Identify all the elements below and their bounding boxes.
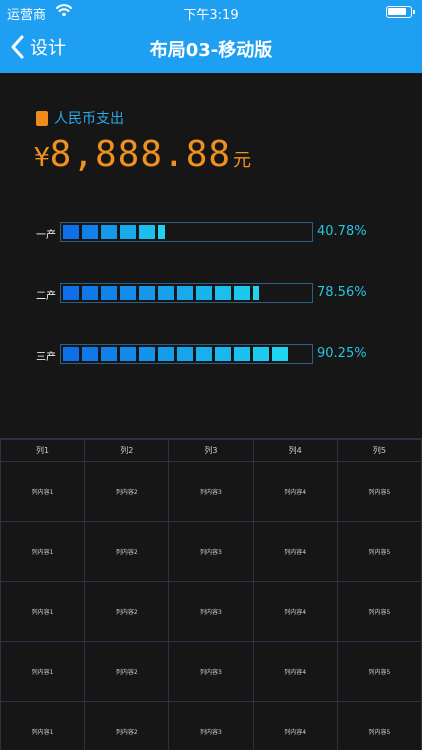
table-cell: 列内容1 [0,581,86,642]
progress-segment [139,225,155,239]
table-row[interactable]: 列内容1 列内容2 列内容3 列内容4 列内容5 [0,641,422,702]
progress-label: 一产 [36,230,56,241]
column-header[interactable]: 列2 [84,439,170,462]
progress-segment [82,347,98,361]
progress-segment [253,347,269,361]
progress-segment [120,225,136,239]
table-row[interactable]: 列内容1 列内容2 列内容3 列内容4 列内容5 [0,581,422,642]
table-cell: 列内容3 [168,461,254,522]
progress-percent: 90.25% [317,346,367,361]
progress-segment [177,286,193,300]
status-bar: 运营商 下午3:19 [0,0,422,24]
page-title: 布局03-移动版 [149,40,273,61]
table-row[interactable]: 列内容1 列内容2 列内容3 列内容4 列内容5 [0,461,422,522]
back-button-label: 设计 [30,38,66,59]
progress-fill [63,225,165,239]
table-cell: 列内容2 [84,641,170,702]
progress-segment [158,225,165,239]
progress-segment [215,347,231,361]
table-row[interactable]: 列内容1 列内容2 列内容3 列内容4 列内容5 [0,701,422,750]
table-cell: 列内容1 [0,641,86,702]
progress-track [60,344,313,364]
progress-segment [234,286,250,300]
progress-label: 二产 [36,291,56,302]
battery-icon [386,6,415,18]
expense-label: 人民币支出 [36,108,124,128]
progress-percent: 40.78% [317,224,367,239]
progress-segment [82,225,98,239]
progress-row-tertiary: 三产 90.25% [36,344,422,364]
progress-segment [196,347,212,361]
table-cell: 列内容3 [168,521,254,582]
table-row[interactable]: 列内容1 列内容2 列内容3 列内容4 列内容5 [0,521,422,582]
progress-segment [234,347,250,361]
table-cell: 列内容2 [84,521,170,582]
table-cell: 列内容2 [84,461,170,522]
progress-row-secondary: 二产 78.56% [36,283,422,303]
progress-segment [101,347,117,361]
expense-amount: ¥ 8,888.88 元 [34,134,251,175]
table-cell: 列内容1 [0,701,86,750]
progress-segment [120,286,136,300]
table-cell: 列内容4 [252,521,338,582]
progress-row-primary: 一产 40.78% [36,222,422,242]
data-table: 列1 列2 列3 列4 列5 列内容1 列内容2 列内容3 列内容4 列内容5 … [0,438,422,750]
progress-fill [63,286,259,300]
table-cell: 列内容4 [252,461,338,522]
progress-segment [63,225,79,239]
progress-segment [253,286,259,300]
table-cell: 列内容1 [0,521,86,582]
status-time: 下午3:19 [183,8,239,23]
progress-segment [158,286,174,300]
currency-symbol: ¥ [34,143,50,173]
progress-segment [139,286,155,300]
column-header[interactable]: 列5 [336,439,422,462]
progress-segment [196,286,212,300]
app-header: 运营商 下午3:19 设计 布局03-移动版 [0,0,422,73]
table-cell: 列内容4 [252,581,338,642]
table-cell: 列内容3 [168,581,254,642]
progress-percent: 78.56% [317,285,367,300]
back-button[interactable]: 设计 [8,33,66,61]
expense-label-text: 人民币支出 [54,111,124,127]
carrier-name: 运营商 [7,8,47,23]
table-cell: 列内容4 [252,641,338,702]
amount-value: 8,888.88 [49,134,232,175]
table-cell: 列内容4 [252,701,338,750]
progress-segment [101,286,117,300]
progress-segment [101,225,117,239]
progress-segment [82,286,98,300]
progress-segment [177,347,193,361]
progress-segment [158,347,174,361]
column-header[interactable]: 列1 [0,439,86,462]
table-cell: 列内容5 [336,461,422,522]
expense-marker-icon [36,110,48,126]
column-header[interactable]: 列4 [252,439,338,462]
progress-segment [139,347,155,361]
table-cell: 列内容3 [168,641,254,702]
progress-track [60,283,313,303]
table-cell: 列内容5 [336,701,422,750]
table-cell: 列内容5 [336,641,422,702]
progress-segment [120,347,136,361]
amount-unit: 元 [233,150,252,171]
table-cell: 列内容5 [336,521,422,582]
chevron-left-icon [11,35,24,59]
table-cell: 列内容3 [168,701,254,750]
progress-fill [63,347,288,361]
progress-segment [215,286,231,300]
table-cell: 列内容2 [84,701,170,750]
progress-segment [63,347,79,361]
column-header[interactable]: 列3 [168,439,254,462]
progress-track [60,222,313,242]
progress-segment [63,286,79,300]
table-header-row: 列1 列2 列3 列4 列5 [0,439,422,462]
progress-label: 三产 [36,352,56,363]
table-cell: 列内容1 [0,461,86,522]
table-cell: 列内容5 [336,581,422,642]
table-cell: 列内容2 [84,581,170,642]
progress-segment [272,347,288,361]
wifi-icon [56,3,72,21]
